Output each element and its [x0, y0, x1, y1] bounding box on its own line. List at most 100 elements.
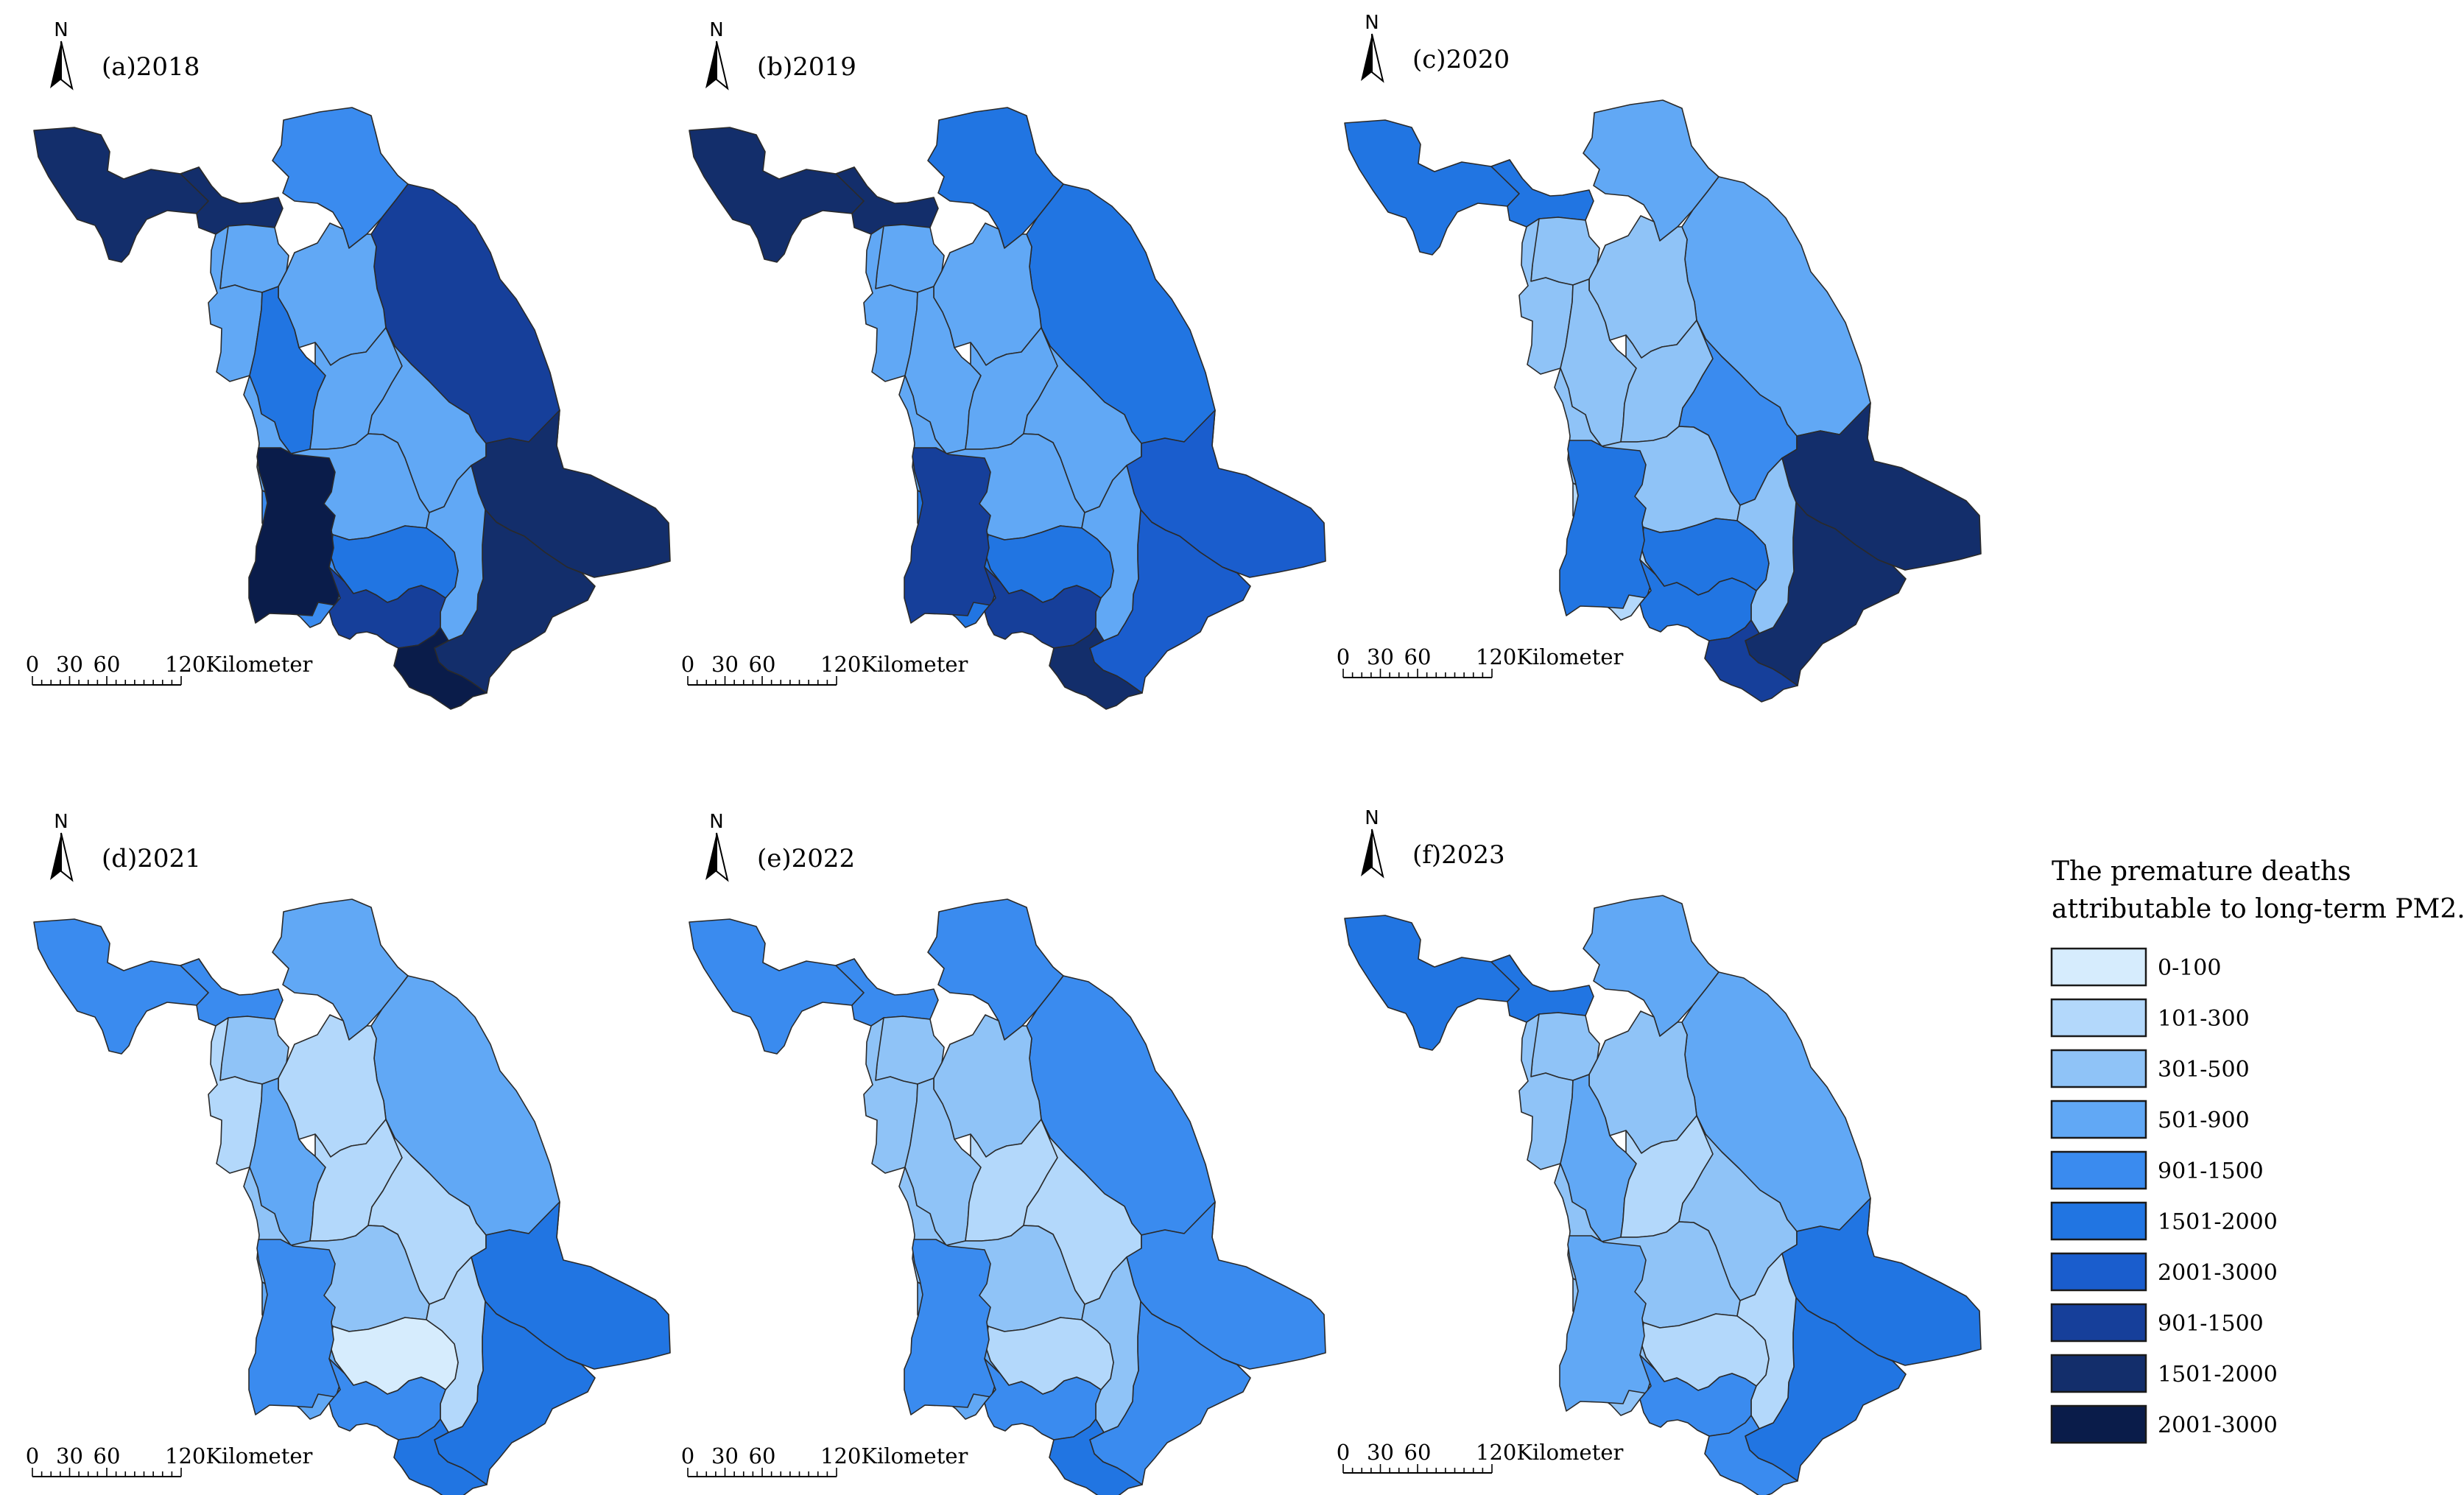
- panel-title: (b)2019: [757, 52, 856, 82]
- scale-bar-label: 0: [26, 1443, 39, 1468]
- province-map: [33, 898, 671, 1495]
- legend-item: 0-100: [2050, 947, 2221, 987]
- map-region: [180, 166, 284, 235]
- legend-item: 901-1500: [2050, 1303, 2264, 1343]
- legend-swatch: [2050, 1354, 2147, 1393]
- north-label: N: [1365, 12, 1379, 34]
- legend-swatch: [2050, 998, 2147, 1038]
- legend-swatch: [2050, 1100, 2147, 1139]
- scale-bar: 0 30 60 120Kilometer: [1337, 1440, 1624, 1474]
- legend-label: 901-1500: [2158, 1311, 2264, 1337]
- legend-item: 1501-2000: [2050, 1354, 2278, 1393]
- map-region: [689, 918, 867, 1055]
- legend-swatch: [2050, 1201, 2147, 1241]
- map-region: [1344, 915, 1523, 1051]
- scale-bar-label: 0: [681, 1443, 694, 1468]
- province-map: [1344, 895, 1982, 1495]
- legend-item: 2001-3000: [2050, 1252, 2278, 1292]
- north-label: N: [709, 19, 723, 41]
- map-region: [1344, 119, 1523, 256]
- north-arrow-icon: N: [1361, 12, 1384, 83]
- north-arrow-left: [705, 41, 717, 88]
- map-region: [1490, 159, 1594, 228]
- north-arrow-right: [716, 832, 729, 882]
- legend-label: 1501-2000: [2158, 1209, 2278, 1235]
- north-arrow-icon: N: [705, 19, 729, 91]
- north-arrow-right: [1371, 33, 1384, 83]
- north-arrow-left: [1361, 829, 1372, 876]
- north-arrow-right: [1371, 829, 1384, 879]
- province-map: [33, 107, 671, 710]
- legend-item: 2001-3000: [2050, 1404, 2278, 1444]
- scale-bar-label: 30: [1367, 644, 1394, 669]
- scale-bar-label: 0: [1337, 1440, 1350, 1465]
- map-region: [393, 627, 487, 710]
- map-region: [1559, 1235, 1652, 1412]
- panel-title: (f)2023: [1412, 840, 1505, 870]
- map-panel: N (a)2018 0 30 60 120Kilometer: [26, 19, 671, 710]
- map-region: [1704, 619, 1798, 703]
- province-map: [689, 107, 1326, 710]
- north-arrow-left: [1361, 34, 1372, 81]
- scale-bar: 0 30 60 120Kilometer: [681, 652, 968, 686]
- legend-swatch: [2050, 1150, 2147, 1190]
- north-arrow-icon: N: [50, 19, 74, 91]
- scale-bar: 0 30 60 120Kilometer: [681, 1443, 968, 1477]
- north-arrow-left: [50, 41, 61, 88]
- scale-bar-label: 30: [711, 652, 739, 677]
- north-arrow-right: [60, 41, 74, 91]
- map-panel: N (f)2023 0 30 60 120Kilometer: [1337, 807, 1982, 1495]
- legend-swatch: [2050, 1049, 2147, 1088]
- north-label: N: [54, 811, 68, 833]
- scale-bar-label: 0: [26, 652, 39, 677]
- map-panel: N (e)2022 0 30 60 120Kilometer: [681, 811, 1326, 1495]
- map-region: [1049, 1418, 1143, 1495]
- scale-bar-label: 60: [1404, 1440, 1432, 1465]
- scale-bar-label: 60: [1404, 644, 1432, 669]
- legend-item: 501-900: [2050, 1100, 2250, 1139]
- legend-item: 101-300: [2050, 998, 2250, 1038]
- north-arrow-left: [50, 833, 61, 880]
- map-region: [904, 447, 997, 624]
- north-arrow-right: [60, 832, 74, 882]
- scale-bar: 0 30 60 120Kilometer: [26, 1443, 313, 1477]
- map-region: [33, 918, 212, 1055]
- map-region: [33, 127, 212, 263]
- scale-bar-label: 0: [681, 652, 694, 677]
- north-label: N: [54, 19, 68, 41]
- map-region: [1049, 627, 1143, 710]
- map-region: [1704, 1415, 1798, 1495]
- north-arrow-right: [716, 41, 729, 91]
- map-region: [248, 1239, 342, 1415]
- map-panel: N (b)2019 0 30 60 120Kilometer: [681, 19, 1326, 710]
- scale-bar-label: 30: [1367, 1440, 1394, 1465]
- map-region: [1490, 954, 1594, 1023]
- legend-item: 1501-2000: [2050, 1201, 2278, 1241]
- legend-label: 301-500: [2158, 1057, 2250, 1083]
- scale-bar-label: 60: [94, 1443, 121, 1468]
- panel-title: (a)2018: [102, 52, 200, 82]
- map-panel: N (d)2021 0 30 60 120Kilometer: [26, 811, 671, 1495]
- north-arrow-icon: N: [50, 811, 74, 882]
- north-arrow-left: [705, 833, 717, 880]
- panel-title: (d)2021: [102, 844, 201, 873]
- map-region: [904, 1239, 997, 1415]
- scale-bar: 0 30 60 120Kilometer: [1337, 644, 1624, 678]
- map-region: [1559, 440, 1652, 616]
- map-panel: N (c)2020 0 30 60 120Kilometer: [1337, 12, 1982, 703]
- legend: The premature deaths attributable to lon…: [2050, 856, 2464, 1444]
- scale-bar-label: 120Kilometer: [820, 1443, 968, 1468]
- legend-label: 1501-2000: [2158, 1362, 2278, 1387]
- scale-bar-label: 60: [749, 652, 776, 677]
- province-map: [1344, 99, 1982, 703]
- legend-swatch: [2050, 1252, 2147, 1292]
- legend-item: 301-500: [2050, 1049, 2250, 1088]
- map-region: [689, 127, 867, 263]
- scale-bar-label: 30: [56, 652, 83, 677]
- legend-title-line-2: attributable to long-term PM2.5: [2052, 894, 2464, 924]
- panel-title: (c)2020: [1412, 45, 1510, 74]
- scale-bar-label: 120Kilometer: [165, 1443, 313, 1468]
- scale-bar-label: 120Kilometer: [1476, 1440, 1624, 1465]
- scale-bar-label: 60: [94, 652, 121, 677]
